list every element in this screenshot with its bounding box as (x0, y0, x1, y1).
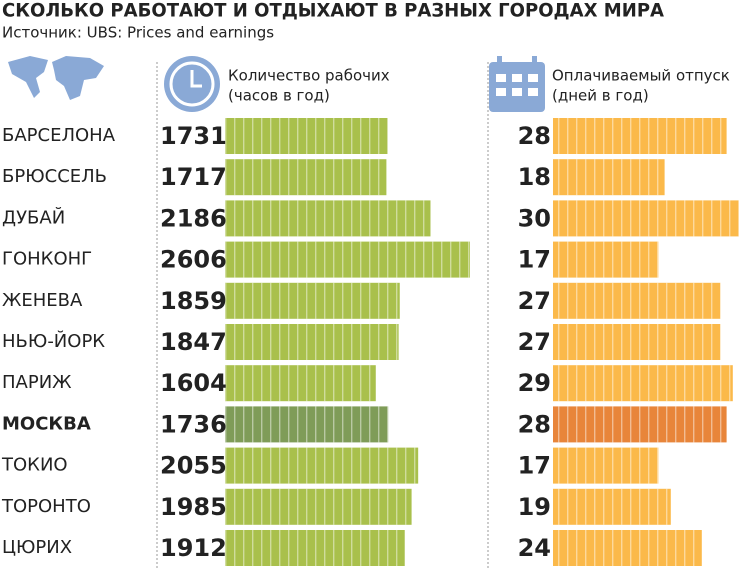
category-label: ТОРОНТО (1, 496, 91, 517)
value-label: 19 (518, 493, 551, 521)
bar-stripes (553, 324, 721, 360)
value-label: 17 (518, 246, 551, 274)
value-label: 27 (518, 287, 551, 315)
bar-stripes (225, 241, 470, 278)
bar-stripes (225, 365, 376, 402)
value-label: 1717 (160, 163, 227, 191)
value-label: 18 (518, 163, 551, 191)
category-label: ЦЮРИХ (2, 537, 72, 558)
value-label: 17 (518, 452, 551, 480)
value-label: 2606 (160, 246, 227, 274)
category-label: МОСКВА (2, 413, 91, 434)
bar-stripes (225, 159, 387, 196)
category-label: ТОКИО (1, 455, 68, 476)
bar-stripes (553, 447, 659, 484)
bar-stripes (553, 406, 727, 443)
value-label: 1985 (160, 493, 227, 521)
bar-stripes (553, 282, 721, 319)
value-label: 1912 (160, 534, 227, 562)
value-label: 30 (518, 204, 551, 232)
value-label: 1847 (160, 328, 227, 356)
series-header: Оплачиваемый отпуск (552, 67, 730, 85)
category-label: БАРСЕЛОНА (2, 125, 116, 146)
value-label: 1604 (160, 369, 227, 397)
series-header: Количество рабочих (228, 67, 390, 85)
value-label: 1859 (160, 287, 227, 315)
category-label: НЬЮ-ЙОРК (2, 330, 105, 352)
bar-stripes (225, 488, 412, 525)
bar-stripes (225, 118, 388, 154)
chart-title: СКОЛЬКО РАБОТАЮТ И ОТДЫХАЮТ В РАЗНЫХ ГОР… (2, 0, 664, 22)
value-label: 28 (518, 122, 551, 150)
bar-stripes (225, 324, 399, 360)
category-label: ДУБАЙ (2, 206, 65, 228)
bar-stripes (553, 488, 671, 525)
bar-stripes (553, 241, 659, 278)
map-icon (8, 56, 104, 100)
value-label: 29 (518, 369, 551, 397)
bar-stripes (553, 530, 702, 566)
value-label: 1736 (160, 410, 227, 438)
subtitle: Источник: UBS: Prices and earnings (2, 24, 274, 42)
value-label: 2055 (160, 452, 227, 480)
bar-stripes (225, 447, 419, 484)
bar-stripes (553, 200, 739, 237)
category-label: ЖЕНЕВА (2, 290, 83, 311)
category-label: БРЮССЕЛЬ (2, 166, 107, 187)
value-label: 1731 (160, 122, 227, 150)
value-label: 2186 (160, 204, 227, 232)
series-header: (дней в год) (552, 87, 649, 105)
bar-stripes (225, 200, 431, 237)
calendar-icon (489, 56, 545, 112)
category-label: ГОНКОНГ (2, 249, 92, 270)
series-header: (часов в год) (228, 87, 330, 105)
bar-stripes (225, 282, 400, 319)
value-label: 27 (518, 328, 551, 356)
bar-stripes (225, 530, 405, 566)
bar-stripes (225, 406, 389, 443)
value-label: 28 (518, 410, 551, 438)
category-label: ПАРИЖ (2, 372, 72, 393)
clock-icon (164, 56, 220, 112)
bar-stripes (553, 365, 733, 402)
bar-stripes (553, 118, 727, 154)
bar-stripes (553, 159, 665, 196)
value-label: 24 (518, 534, 551, 562)
